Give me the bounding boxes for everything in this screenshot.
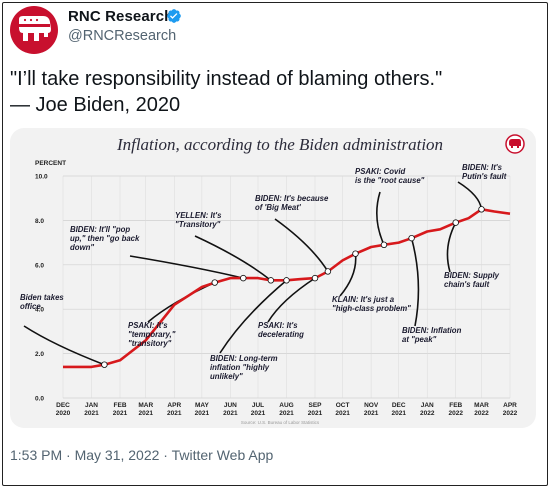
y-tick-label: 10.0 xyxy=(35,174,48,181)
annotation-arrow xyxy=(376,191,385,246)
x-tick-label: JAN xyxy=(421,402,434,409)
x-tick-label: 2021 xyxy=(167,410,182,417)
x-tick-label: AUG xyxy=(279,402,293,409)
annotation-point xyxy=(240,274,247,282)
x-tick-label: 2022 xyxy=(474,410,489,417)
x-tick-label: JUL xyxy=(252,402,264,409)
annotation-point xyxy=(311,274,319,282)
annotation-label: BIDEN: Long-term inflation "highly unlikel… xyxy=(210,354,278,381)
x-tick-label: FEB xyxy=(449,402,462,409)
chart-title: Inflation, according to the Biden admini… xyxy=(116,135,443,154)
x-tick-label: SEP xyxy=(309,402,323,409)
x-tick-label: 2020 xyxy=(56,410,71,417)
x-tick-label: 2022 xyxy=(420,410,435,417)
annotation-label: BIDEN: It's because of 'Big Meat' xyxy=(255,194,329,212)
x-tick-label: 2021 xyxy=(223,410,238,417)
x-tick-label: NOV xyxy=(364,402,379,409)
avatar[interactable] xyxy=(10,6,58,54)
y-tick-label: 4.0 xyxy=(35,307,44,314)
annotation-arrow xyxy=(274,218,329,272)
annotation-arrow xyxy=(219,279,288,354)
annotation-arrow xyxy=(194,235,272,281)
x-tick-label: 2021 xyxy=(335,410,350,417)
elephant-logo-icon xyxy=(505,134,525,154)
x-tick-label: APR xyxy=(167,402,181,409)
author-name[interactable]: RNC Research xyxy=(68,8,174,25)
x-tick-label: 2021 xyxy=(279,410,294,417)
y-tick-label: 6.0 xyxy=(35,262,44,269)
annotation-point xyxy=(408,234,415,242)
annotation-point xyxy=(452,219,459,226)
x-tick-label: 2021 xyxy=(195,410,210,417)
annotation-point xyxy=(352,250,359,257)
x-tick-label: MAR xyxy=(138,402,153,409)
author-handle[interactable]: @RNCResearch xyxy=(68,28,177,44)
annotation-point xyxy=(324,268,332,275)
x-tick-label: 2021 xyxy=(139,410,154,417)
x-tick-label: FEB xyxy=(114,402,127,409)
x-tick-label: 2021 xyxy=(113,410,128,417)
annotation-label: PSAKI: Covid is the "root cause" xyxy=(355,167,425,185)
x-tick-label: APR xyxy=(503,402,517,409)
x-tick-label: MAR xyxy=(474,402,489,409)
annotation-point xyxy=(283,277,290,284)
annotation-point xyxy=(478,206,485,213)
x-tick-label: JUN xyxy=(224,402,237,409)
verified-badge-icon xyxy=(167,9,181,23)
x-tick-label: MAY xyxy=(195,402,210,409)
x-tick-label: 2021 xyxy=(308,410,323,417)
annotation-label: PSAKI: It's "temporary," "transitory" xyxy=(128,321,176,348)
y-tick-label: 8.0 xyxy=(35,218,44,225)
annotation-label: KLAIN: It's just a "high-class problem" xyxy=(332,295,411,313)
annotation-label: BIDEN: It'll "pop up," then "go back down" xyxy=(70,225,140,252)
tweet-timestamp[interactable]: 1:53 PM · May 31, 2022 · Twitter Web App xyxy=(10,447,274,463)
annotation-label: BIDEN: It's Putin's fault xyxy=(462,163,507,181)
annotation-arrow xyxy=(446,222,457,273)
x-tick-label: 2021 xyxy=(364,410,379,417)
annotation-label: PSAKI: It's decelerating xyxy=(258,321,304,339)
annotation-point xyxy=(267,277,275,284)
annotation-point xyxy=(380,241,388,249)
y-tick-label: 2.0 xyxy=(35,351,44,358)
x-tick-label: 2021 xyxy=(391,410,406,417)
annotation-arrow xyxy=(339,253,357,297)
x-tick-label: 2022 xyxy=(449,410,464,417)
tweet-text: "I’ll take responsibility instead of bla… xyxy=(10,68,443,116)
chart-source-note: Source: U.S. Bureau of Labor Statistics xyxy=(241,420,320,425)
elephant-logo-icon xyxy=(19,16,51,41)
annotation-arrow xyxy=(457,181,483,210)
annotation-arrow xyxy=(410,237,420,327)
annotation-point xyxy=(101,361,108,368)
inflation-line-chart: Inflation, according to the Biden admini… xyxy=(20,134,525,425)
annotation-label: Biden takes office xyxy=(20,293,64,311)
annotation-arrow xyxy=(129,255,244,279)
annotation-arrow xyxy=(147,281,216,323)
x-tick-label: JAN xyxy=(85,402,98,409)
x-tick-label: OCT xyxy=(336,402,350,409)
annotation-label: BIDEN: Inflation at "peak" xyxy=(402,326,462,344)
annotation-arrow xyxy=(23,325,105,366)
annotation-point xyxy=(211,279,218,286)
annotation-arrow xyxy=(267,277,316,323)
x-tick-label: DEC xyxy=(56,402,70,409)
chart-card[interactable]: Inflation, according to the Biden admini… xyxy=(10,128,536,428)
annotation-label: YELLEN: It's "Transitory" xyxy=(175,211,222,229)
x-tick-label: DEC xyxy=(392,402,406,409)
annotation-label: BIDEN: Supply chain's fault xyxy=(444,271,500,289)
x-tick-label: 2021 xyxy=(251,410,266,417)
y-tick-label: 0.0 xyxy=(35,396,44,403)
x-tick-label: 2021 xyxy=(84,410,99,417)
x-tick-label: 2022 xyxy=(503,410,518,417)
y-axis-label: PERCENT xyxy=(35,160,66,167)
